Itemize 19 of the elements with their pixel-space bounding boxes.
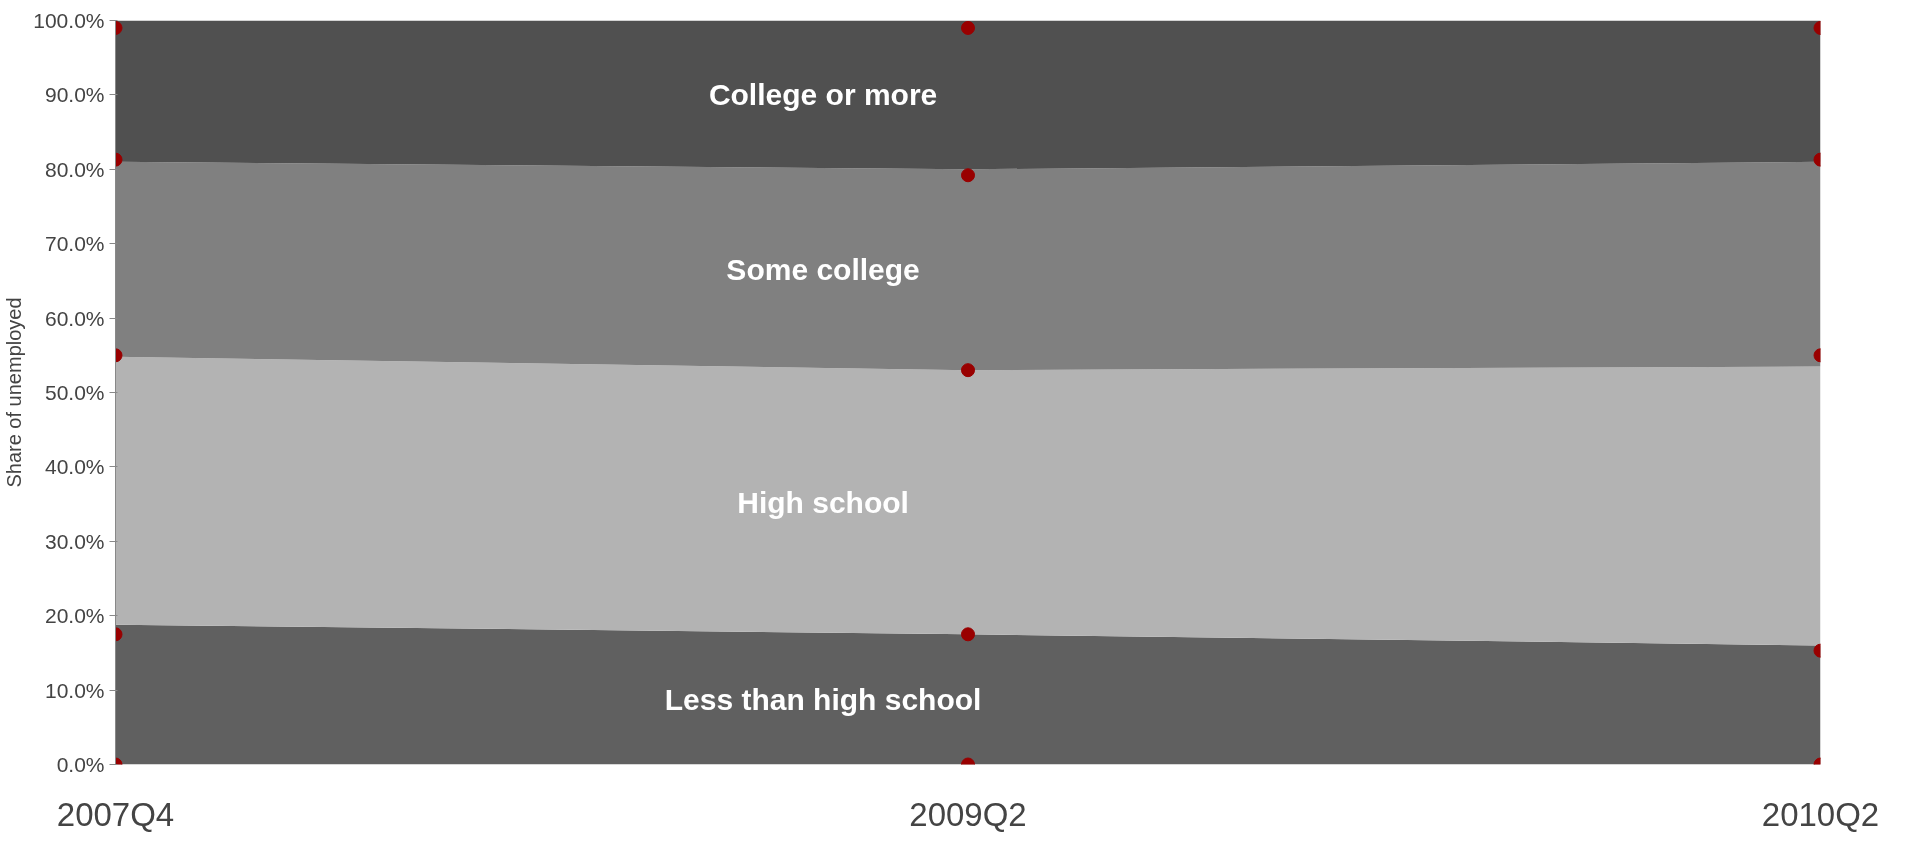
y-axis-title: Share of unemployed xyxy=(3,297,26,488)
series-label: Some college xyxy=(726,253,920,287)
series-label: College or more xyxy=(708,78,938,112)
x-tick-label: 2007Q4 xyxy=(56,795,175,833)
y-tick-label: 100.0% xyxy=(33,9,105,32)
y-tick-label: 0.0% xyxy=(56,753,105,776)
y-tick-label: 30.0% xyxy=(44,529,105,553)
y-tick-label: 90.0% xyxy=(44,83,105,107)
y-tick-label: 20.0% xyxy=(44,604,105,628)
y-tick-label: 50.0% xyxy=(44,381,105,404)
y-tick-label: 70.0% xyxy=(44,232,105,256)
x-tick-label: 2009Q2 xyxy=(909,795,1027,833)
y-tick-label: 40.0% xyxy=(44,455,105,479)
series-label: High school xyxy=(737,485,909,519)
y-tick-label: 10.0% xyxy=(44,678,105,702)
y-tick-label: 80.0% xyxy=(44,157,105,181)
x-tick-label: 2010Q2 xyxy=(1761,795,1880,833)
y-tick-label: 60.0% xyxy=(44,306,105,330)
series-label: Less than high school xyxy=(664,682,982,716)
